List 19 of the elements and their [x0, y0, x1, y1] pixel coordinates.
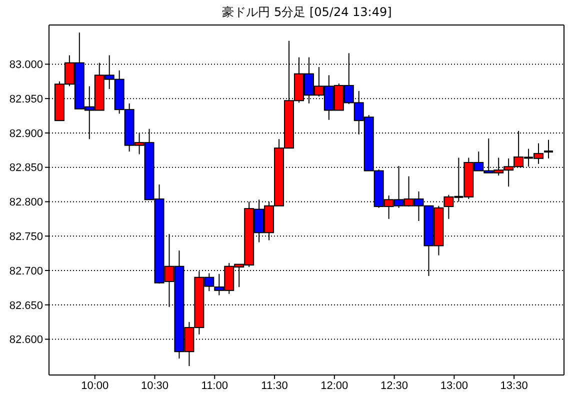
y-tick-label: 82.600: [9, 334, 43, 346]
x-tick-label: 12:00: [320, 380, 348, 392]
x-tick-label: 10:30: [140, 380, 169, 392]
chart-title: 豪ドル円 5分足 [05/24 13:49]: [221, 4, 393, 20]
y-tick-label: 82.850: [9, 162, 43, 174]
x-tick-label: 13:30: [500, 380, 528, 392]
y-tick-label: 82.800: [9, 196, 43, 209]
y-tick-label: 82.900: [9, 128, 43, 140]
y-tick-label: 83.000: [9, 59, 43, 72]
x-tick-label: 11:30: [261, 380, 288, 392]
y-tick-label: 82.750: [9, 231, 43, 244]
y-tick-label: 82.700: [9, 265, 43, 278]
x-tick-label: 11:00: [201, 380, 228, 392]
x-tick-label: 12:30: [380, 380, 408, 392]
x-tick-label: 13:00: [440, 380, 468, 392]
y-tick-label: 82.650: [9, 300, 43, 312]
y-tick-label: 82.950: [9, 93, 43, 106]
candlestick: [543, 139, 554, 159]
x-tick-label: 10:00: [81, 380, 109, 392]
